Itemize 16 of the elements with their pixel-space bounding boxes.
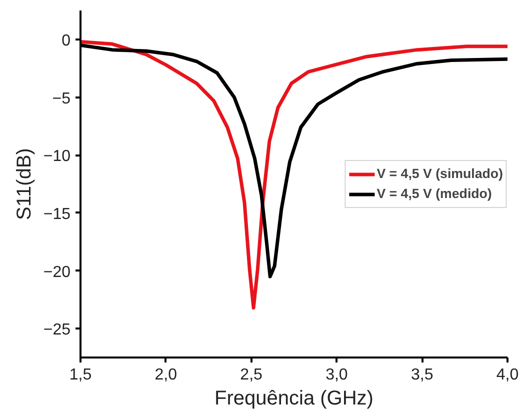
y-tick-label: −15 [43, 206, 71, 223]
y-tick-label: −25 [43, 322, 71, 339]
y-tick-label: −10 [43, 148, 71, 166]
x-tick-label: 2,5 [240, 366, 263, 384]
x-tick-label: 1,5 [69, 366, 92, 384]
y-tick-label: −20 [43, 264, 71, 281]
x-tick-label: 4,0 [496, 366, 519, 384]
x-tick-label: 3,0 [326, 366, 348, 384]
y-tick-label: −5 [52, 90, 71, 108]
y-axis-title: S11(dB) [13, 148, 36, 220]
x-tick-label: 3,5 [410, 366, 434, 384]
x-tick-label: 2,0 [154, 366, 178, 384]
x-axis-title: Frequência (GHz) [214, 388, 374, 410]
y-tick-label: 0 [62, 32, 71, 50]
legend-label: V = 4,5 V (simulado) [376, 166, 503, 181]
legend-label: V = 4,5 V (medido) [376, 186, 492, 201]
